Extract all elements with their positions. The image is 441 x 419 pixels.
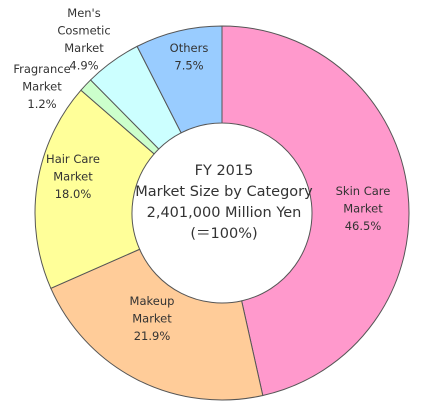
slice-label-line-1-0: Makeup xyxy=(130,294,175,308)
labels-group: Skin Care Market 46.5% Makeup Market 21.9% Hai… xyxy=(13,6,390,343)
slice-label-4: Men's Cosmetic Market 4.9% xyxy=(57,6,110,73)
slice-2 xyxy=(34,89,155,290)
slice-pct-5: 7.5% xyxy=(174,59,203,73)
slice-label-line-5-0: Others xyxy=(170,41,209,55)
slice-label-line-4-2: Market xyxy=(64,41,104,55)
slice-5 xyxy=(136,25,223,134)
center-label-line-2: 2,401,000 Million Yen xyxy=(147,205,302,221)
slice-label-line-4-1: Cosmetic xyxy=(57,24,110,38)
slices-group xyxy=(34,25,410,401)
slice-pct-2: 18.0% xyxy=(55,187,92,201)
slice-label-line-2-0: Hair Care xyxy=(46,152,100,166)
slice-label-2: Hair Care Market 18.0% xyxy=(46,152,100,201)
slice-label-1: Makeup Market 21.9% xyxy=(130,294,175,343)
slice-0 xyxy=(221,25,410,397)
slice-label-line-2-1: Market xyxy=(53,170,93,184)
slice-label-line-3-0: Fragrance xyxy=(13,62,70,76)
center-label: FY 2015 Market Size by Category 2,401,000 … xyxy=(135,163,313,242)
center-label-group: FY 2015 Market Size by Category 2,401,000 … xyxy=(135,163,313,242)
slice-1 xyxy=(50,248,264,401)
slice-label-3: Fragrance Market 1.2% xyxy=(13,62,70,111)
slice-label-line-0-0: Skin Care xyxy=(336,184,391,198)
slice-pct-0: 46.5% xyxy=(345,219,382,233)
slice-label-line-1-1: Market xyxy=(132,312,172,326)
slice-label-line-4-0: Men's xyxy=(67,6,100,20)
slice-label-line-3-1: Market xyxy=(22,80,62,94)
slice-pct-1: 21.9% xyxy=(134,329,171,343)
slice-label-0: Skin Care Market 46.5% xyxy=(336,184,391,233)
slice-pct-4: 4.9% xyxy=(69,59,98,73)
center-label-line-1: Market Size by Category xyxy=(135,184,313,200)
center-label-line-3: (＝100%) xyxy=(190,226,257,242)
slice-pct-3: 1.2% xyxy=(27,97,56,111)
slice-label-5: Others 7.5% xyxy=(170,41,209,73)
slice-label-line-0-1: Market xyxy=(343,202,383,216)
center-label-line-0: FY 2015 xyxy=(195,163,254,179)
